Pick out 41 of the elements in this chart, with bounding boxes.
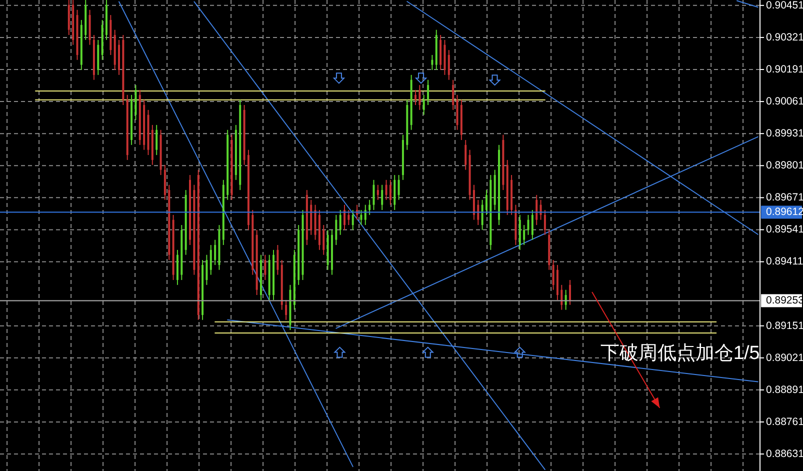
candlestick [531,209,534,240]
candlestick [398,174,400,200]
candlestick [368,199,371,216]
candlestick [210,244,212,276]
candlestick [552,260,554,290]
candlestick [536,194,538,226]
candlestick [276,244,279,276]
candlestick [285,299,288,320]
candlestick [431,54,434,70]
candlestick [381,184,384,210]
candlestick [422,94,425,116]
candlestick [464,139,467,170]
candlestick [335,214,338,246]
candlestick [352,209,354,230]
candlestick [389,179,392,206]
candlestick [569,279,571,306]
candlestick [418,84,421,110]
y-tick-label: 0.89411 [766,256,803,268]
candlestick [156,124,158,156]
candlestick [214,239,216,266]
candlestick [523,224,526,246]
candlestick [448,50,450,80]
candlestick [560,284,563,310]
candlestick [322,224,325,256]
candlestick [264,254,266,280]
candlestick [348,209,350,226]
candlestick [376,184,379,200]
candlestick [344,204,346,230]
candlestick [385,179,388,200]
candlestick [477,199,480,226]
candlestick [544,209,546,236]
candlestick [360,209,362,226]
candlestick [452,79,454,110]
candlestick [485,190,488,216]
candlestick [414,89,416,106]
candlestick [427,79,430,106]
candlestick [372,179,375,210]
candlestick [206,254,208,286]
candlestick [481,199,484,230]
candlestick [527,214,530,236]
candlestick [339,209,342,236]
